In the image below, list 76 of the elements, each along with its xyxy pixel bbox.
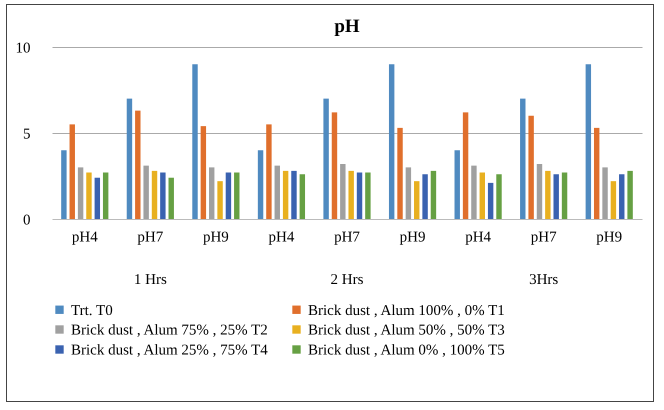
bar: [553, 174, 559, 219]
bar: [226, 172, 232, 219]
bar: [70, 124, 75, 219]
bar: [340, 164, 346, 219]
bar: [562, 172, 568, 219]
bar: [488, 182, 494, 219]
bar: [78, 167, 84, 219]
bar: [536, 164, 542, 219]
bar: [282, 170, 288, 219]
bar: [266, 124, 272, 219]
bar: [397, 128, 403, 219]
bar: [365, 172, 371, 219]
legend-label: Brick dust , Alum 50% , 50% T3: [308, 322, 505, 338]
x-tick-label: pH9: [596, 230, 622, 246]
bar: [586, 64, 592, 219]
x-tick-label: pH7: [530, 230, 558, 246]
bar: [480, 172, 486, 219]
bar: [388, 64, 394, 219]
bar: [234, 172, 240, 219]
bar: [430, 170, 436, 219]
bar: [462, 112, 468, 219]
bar: [300, 174, 306, 219]
bar: [258, 150, 264, 219]
bar: [356, 172, 362, 219]
legend-label: Trt. T0: [71, 302, 113, 319]
bar: [94, 178, 100, 219]
bar: [454, 150, 460, 219]
x-tick-label: pH4: [72, 230, 98, 246]
x-tick-label: pH9: [400, 230, 426, 246]
bar: [520, 98, 526, 219]
x-tick-label: pH7: [137, 230, 164, 246]
bar: [168, 178, 174, 219]
y-tick-label: 0: [23, 212, 30, 228]
legend-label: Brick dust , Alum 75% , 25% T2: [71, 322, 268, 338]
chart-title: pH: [334, 16, 360, 37]
bar: [471, 166, 477, 219]
text: 3Hrs: [529, 272, 558, 288]
y-tick-label: 5: [23, 126, 30, 142]
bar: [208, 167, 214, 219]
bar: [323, 98, 329, 219]
legend-label: Brick dust , Alum 100% , 0% T1: [308, 302, 505, 319]
y-tick-label: 10: [16, 40, 30, 56]
text: 1 Hrs: [134, 272, 167, 288]
bar: [610, 181, 616, 219]
bar: [594, 128, 600, 219]
bar: [291, 170, 297, 219]
x-tick-label: pH9: [202, 230, 229, 246]
bar: [160, 172, 166, 219]
bar: [86, 172, 92, 219]
bar: [496, 174, 502, 219]
bar: [192, 64, 198, 219]
bar: [602, 167, 608, 219]
bar: [406, 167, 412, 219]
bar: [528, 116, 534, 219]
bar: [102, 172, 108, 219]
bar: [627, 170, 633, 219]
bar: [143, 166, 149, 219]
bar: [274, 166, 280, 219]
bar: [126, 98, 132, 219]
bar: [332, 112, 338, 219]
bar: [217, 181, 223, 219]
bar: [152, 170, 158, 219]
legend-label: Brick dust , Alum 0% , 100% T5: [308, 342, 505, 358]
bar: [348, 170, 354, 219]
bar: [135, 110, 141, 219]
x-tick-label: pH4: [465, 230, 492, 246]
bar: [61, 150, 67, 219]
bar: [414, 181, 420, 219]
bar: [619, 174, 624, 219]
bar: [200, 126, 206, 219]
x-tick-label: pH4: [268, 230, 295, 246]
bar: [422, 174, 428, 219]
text: 2 Hrs: [330, 272, 364, 288]
x-tick-label: pH7: [334, 230, 360, 246]
legend-label: Brick dust , Alum 25% , 75% T4: [71, 342, 268, 358]
bar: [545, 170, 551, 219]
